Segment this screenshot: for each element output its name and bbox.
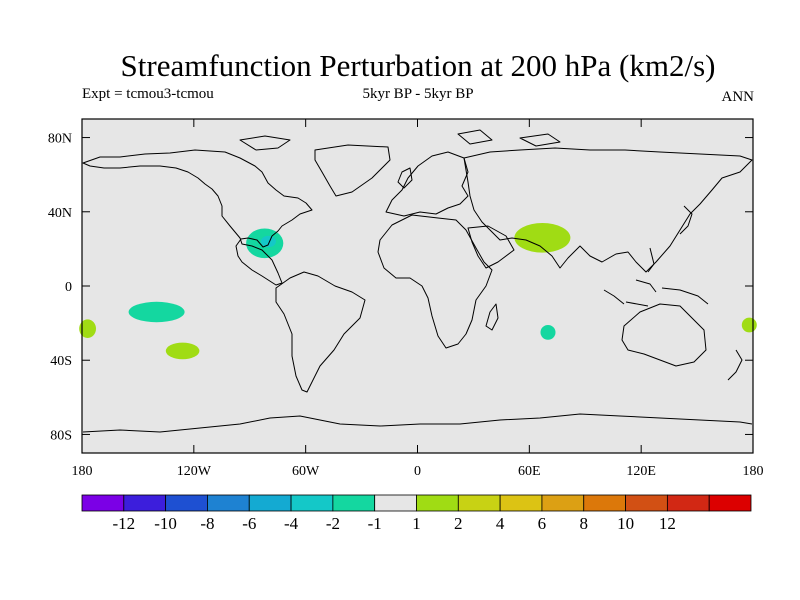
colorbar-swatch: [123, 494, 167, 512]
colorbar-label: -12: [112, 514, 135, 533]
y-tick-label: 40N: [48, 206, 72, 221]
colorbar-label: -2: [326, 514, 340, 533]
colorbar-label: 2: [454, 514, 463, 533]
map-plot-area: [79, 118, 757, 454]
colorbar-label: 1: [412, 514, 421, 533]
subtitle-period: 5kyr BP - 5kyr BP: [362, 86, 473, 102]
anomaly-region-dateline-east-edge: [741, 317, 757, 333]
colorbar-label: 6: [538, 514, 547, 533]
colorbar-swatch: [416, 494, 459, 512]
x-tick-label: 0: [414, 464, 421, 479]
colorbar: [81, 494, 752, 512]
colorbar-swatch: [708, 494, 752, 512]
anomaly-region-south-indian-ocean: [540, 325, 556, 340]
coast-japan: [647, 205, 693, 273]
colorbar-label: -8: [200, 514, 214, 533]
colorbar-swatch: [207, 494, 250, 512]
y-tick-label: 80S: [50, 428, 72, 443]
colorbar-labels: -12 -10 -8 -6 -4 -2 -1 1 2 4 6 8 10 12: [112, 514, 675, 533]
coast-asia: [463, 147, 753, 273]
colorbar-label: -1: [368, 514, 382, 533]
colorbar-swatch: [248, 494, 292, 512]
colorbar-label: 12: [659, 514, 676, 533]
colorbar-swatch: [81, 494, 125, 512]
colorbar-swatch: [374, 494, 417, 512]
anomaly-region-south-pacific: [165, 342, 200, 360]
x-tick-label: 180: [72, 464, 93, 479]
x-tick-label: 60W: [292, 464, 320, 479]
colorbar-swatch: [583, 494, 626, 512]
coast-europe: [385, 151, 469, 217]
colorbar-swatch: [541, 494, 585, 512]
coast-south-america: [275, 271, 366, 393]
colorbar-swatch: [457, 494, 501, 512]
coast-uk: [397, 167, 413, 189]
axis-ticks: [81, 119, 754, 453]
coast-madagascar: [485, 303, 499, 331]
y-tick-label: 0: [65, 280, 72, 295]
anomaly-region-gulf-of-mexico-inner: [260, 235, 276, 248]
colorbar-swatch: [165, 494, 208, 512]
y-tick-label: 40S: [50, 354, 72, 369]
colorbar-swatch: [625, 494, 668, 512]
coast-antarctica: [82, 413, 753, 433]
coast-arctic-islands: [239, 129, 561, 151]
colorbar-swatch: [499, 494, 543, 512]
anomaly-region-dateline-west-edge: [79, 319, 96, 339]
coast-arabia: [467, 225, 515, 269]
colorbar-swatch: [290, 494, 334, 512]
anomaly-regions: [79, 223, 757, 360]
subtitle-season: ANN: [722, 89, 755, 105]
colorbar-label: -4: [284, 514, 299, 533]
x-tick-label: 120W: [177, 464, 212, 479]
colorbar-label: -6: [242, 514, 256, 533]
chart-title: Streamfunction Perturbation at 200 hPa (…: [121, 48, 716, 83]
x-tick-labels: 180 120W 60W 0 60E 120E 180: [72, 464, 764, 479]
coast-new-zealand: [727, 349, 743, 381]
colorbar-label: -10: [154, 514, 177, 533]
coast-africa: [377, 214, 493, 349]
colorbar-swatch: [666, 494, 710, 512]
colorbar-label: 10: [617, 514, 634, 533]
coast-north-america: [82, 149, 313, 286]
y-tick-label: 80N: [48, 132, 72, 147]
coast-australia: [621, 303, 707, 367]
colorbar-label: 8: [580, 514, 589, 533]
coast-greenland: [314, 144, 391, 197]
y-tick-labels: 80N 40N 0 40S 80S: [48, 132, 72, 444]
x-tick-label: 120E: [626, 464, 656, 479]
coastlines: [82, 129, 753, 433]
anomaly-region-central-pacific: [128, 301, 185, 323]
anomaly-region-arabian-sea-india: [514, 223, 571, 253]
map-background: [82, 119, 753, 453]
x-tick-label: 180: [743, 464, 764, 479]
subtitle-experiment: Expt = tcmou3-tcmou: [82, 86, 214, 102]
colorbar-swatch: [332, 494, 376, 512]
x-tick-label: 60E: [518, 464, 541, 479]
colorbar-label: 4: [496, 514, 505, 533]
coast-indonesia: [603, 279, 709, 307]
